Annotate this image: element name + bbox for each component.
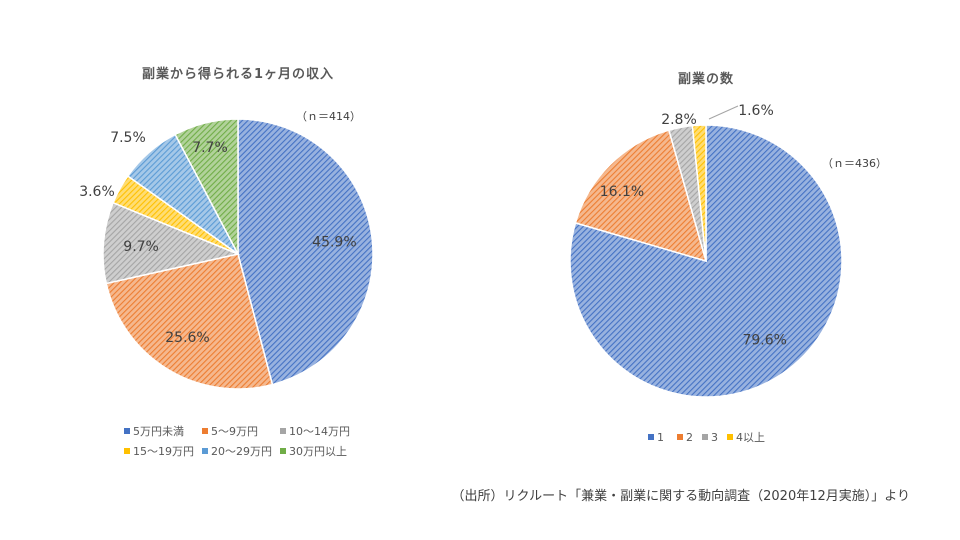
legend-swatch (280, 448, 286, 454)
pie-labels-income: 45.9% 25.6% 9.7% 3.6% 7.5% 7.7% (79, 130, 356, 346)
legend-swatch (202, 428, 208, 434)
data-label: 79.6% (742, 332, 786, 348)
legend-label: 3 (711, 431, 718, 444)
legend-item: 20～29万円 (202, 445, 272, 458)
legend-item: 15～19万円 (124, 445, 194, 458)
pie-slice (102, 201, 241, 285)
legend-income: 5万円未満 5～9万円 10～14万円 15～19万円 20～29万円 30万円以上 (124, 425, 350, 458)
pie-slice (691, 124, 707, 262)
legend-item: 30万円以上 (280, 445, 347, 458)
legend-swatch (280, 428, 286, 434)
legend-label: 15～19万円 (133, 445, 194, 458)
pie-slice (574, 129, 708, 263)
data-label: 2.8% (661, 112, 697, 128)
pie-slice (105, 253, 274, 390)
legend-item: 3 (702, 431, 718, 444)
chart-title-income: 副業から得られる1ヶ月の収入 (142, 66, 334, 82)
data-label: 7.7% (192, 140, 228, 156)
legend-item: 10～14万円 (280, 425, 350, 438)
side-job-count-pie-chart: 副業の数 （ｎ＝436） 79.6% 16.1% 2.8% 1.6% 1 2 3 4以上 (569, 71, 887, 444)
legend-item: 1 (648, 431, 664, 444)
legend-swatch (124, 428, 130, 434)
legend-swatch (677, 434, 683, 440)
legend-swatch (202, 448, 208, 454)
legend-swatch (648, 434, 654, 440)
data-label: 7.5% (110, 130, 146, 146)
chart-title-count: 副業の数 (678, 71, 734, 87)
data-label: 25.6% (165, 330, 209, 346)
data-label: 3.6% (79, 184, 115, 200)
pie-labels-count: 79.6% 16.1% 2.8% 1.6% (600, 103, 787, 348)
income-pie-chart: 副業から得られる1ヶ月の収入 （ｎ＝414） 45.9% 25.6% 9.7% 3.6… (79, 66, 374, 458)
legend-item: 5万円未満 (124, 425, 184, 438)
pie-slices-income (102, 118, 374, 390)
legend-label: 20～29万円 (211, 445, 272, 458)
legend-swatch (727, 434, 733, 440)
legend-label: 30万円以上 (289, 445, 347, 458)
source-note: （出所）リクルート「兼業・副業に関する動向調査（2020年12月実施）」より (452, 488, 910, 504)
legend-label: 1 (657, 431, 664, 444)
pie-slice (237, 118, 374, 386)
legend-label: 5～9万円 (211, 425, 258, 438)
n-label-income: （ｎ＝414） (296, 110, 361, 123)
legend-label: 4以上 (736, 431, 765, 444)
legend-label: 5万円未満 (133, 425, 184, 438)
legend-label: 2 (686, 431, 693, 444)
data-label: 1.6% (738, 103, 774, 119)
legend-label: 10～14万円 (289, 425, 350, 438)
leader-line (708, 105, 739, 120)
legend-swatch (124, 448, 130, 454)
data-label: 45.9% (312, 235, 356, 251)
n-label-count: （ｎ＝436） (822, 157, 887, 170)
pie-slices-count (569, 124, 843, 398)
legend-count: 1 2 3 4以上 (648, 431, 765, 444)
legend-item: 5～9万円 (202, 425, 258, 438)
data-label: 16.1% (600, 184, 644, 200)
legend-item: 2 (677, 431, 693, 444)
pie-slice (174, 118, 239, 255)
legend-swatch (702, 434, 708, 440)
data-label: 9.7% (123, 239, 159, 255)
legend-item: 4以上 (727, 431, 765, 444)
